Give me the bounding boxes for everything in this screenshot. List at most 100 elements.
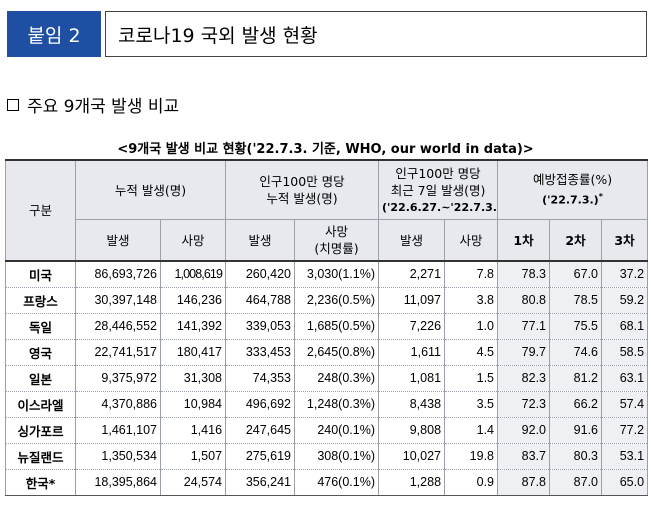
dose1-cell: 72.3 — [497, 391, 551, 418]
cases-cell: 18,395,864 — [75, 469, 161, 496]
header-recent-line2: 최근 7일 발생(명) — [390, 182, 486, 198]
header-per-million-line2: 누적 발생(명) — [266, 191, 338, 206]
recent-cases-cell: 2,271 — [378, 260, 446, 288]
header-division: 구분 — [5, 159, 76, 262]
country-cell: 싱가포르 — [5, 417, 76, 444]
recent-cases-cell: 7,226 — [378, 313, 446, 340]
dose2-cell: 78.5 — [549, 287, 603, 314]
pm-deaths-cell: 2,645(0.8%) — [294, 339, 380, 366]
dose2-cell: 87.0 — [549, 469, 603, 496]
recent-deaths-cell: 4.5 — [444, 339, 499, 366]
cases-cell: 86,693,726 — [75, 260, 161, 288]
table-row: 일본 9,375,972 31,308 74,353 248(0.3%) 1,081 1.5… — [5, 365, 649, 392]
section-heading: 주요 9개국 발생 비교 — [7, 92, 179, 117]
header-vaccine-line1: 예방접종률(%) — [532, 172, 613, 188]
dose2-cell: 80.3 — [549, 443, 603, 470]
section-heading-text: 주요 9개국 발생 비교 — [27, 97, 180, 117]
dose3-cell: 37.2 — [601, 260, 649, 288]
recent-cases-cell: 8,438 — [378, 391, 446, 418]
recent-cases-cell: 1,288 — [378, 469, 446, 496]
dose1-cell: 92.0 — [497, 417, 551, 444]
header-dose3: 3차 — [601, 219, 649, 262]
deaths-cell: 10,984 — [159, 391, 227, 418]
pm-cases-cell: 260,420 — [225, 260, 296, 288]
table-row: 독일 28,446,552 141,392 339,053 1,685(0.5%) 7,2… — [5, 313, 649, 340]
header-pm-cases: 발생 — [225, 219, 296, 262]
table-row: 싱가포르 1,461,107 1,416 247,645 240(0.1%) 9,808 1… — [5, 417, 649, 444]
recent-deaths-cell: 1.0 — [444, 313, 499, 340]
deaths-cell: 1,507 — [159, 443, 227, 470]
pm-deaths-cell: 3,030(1.1%) — [294, 260, 380, 288]
header-vaccine: 예방접종률(%) ('22.7.3.)* — [497, 159, 649, 220]
dose2-cell: 75.5 — [549, 313, 603, 340]
pm-cases-cell: 356,241 — [225, 469, 296, 496]
country-cell: 일본 — [5, 365, 76, 392]
country-cell: 이스라엘 — [5, 391, 76, 418]
recent-deaths-cell: 1.4 — [444, 417, 499, 444]
recent-cases-cell: 1,611 — [378, 339, 446, 366]
header-per-million: 인구100만 명당 누적 발생(명) — [225, 159, 380, 220]
cases-cell: 9,375,972 — [75, 365, 161, 392]
dose2-cell: 91.6 — [549, 417, 603, 444]
country-cell: 미국 — [5, 260, 76, 288]
recent-cases-cell: 10,027 — [378, 443, 446, 470]
pm-deaths-cell: 476(0.1%) — [294, 469, 380, 496]
country-cell: 프랑스 — [5, 287, 76, 314]
dose3-cell: 58.5 — [601, 339, 649, 366]
recent-deaths-cell: 3.5 — [444, 391, 499, 418]
header-dose2: 2차 — [549, 219, 603, 262]
dose1-cell: 77.1 — [497, 313, 551, 340]
pm-deaths-cell: 248(0.3%) — [294, 365, 380, 392]
dose1-cell: 80.8 — [497, 287, 551, 314]
header-recent: 인구100만 명당 최근 7일 발생(명) ('22.6.27.~'22.7.3… — [378, 159, 499, 220]
deaths-cell: 180,417 — [159, 339, 227, 366]
header-vaccine-line2-wrap: ('22.7.3.)* — [501, 188, 644, 209]
country-comparison-table: 구분 누적 발생(명) 인구100만 명당 누적 발생(명) 인구100만 명당… — [5, 159, 649, 496]
deaths-cell: 141,392 — [159, 313, 227, 340]
cases-cell: 1,350,534 — [75, 443, 161, 470]
dose1-cell: 87.8 — [497, 469, 551, 496]
table-body: 미국 86,693,726 1,008,619 260,420 3,030(1.1%) 2… — [5, 260, 649, 496]
header-pm-deaths-line2: (치명률) — [314, 241, 359, 256]
cases-cell: 4,370,886 — [75, 391, 161, 418]
dose3-cell: 63.1 — [601, 365, 649, 392]
recent-deaths-cell: 0.9 — [444, 469, 499, 496]
page-header: 붙임 2 코로나19 국외 발생 현황 — [7, 11, 647, 57]
header-recent-line1: 인구100만 명당 — [395, 165, 481, 181]
pm-deaths-cell: 308(0.1%) — [294, 443, 380, 470]
country-cell: 영국 — [5, 339, 76, 366]
attachment-badge: 붙임 2 — [7, 11, 101, 57]
table-row: 이스라엘 4,370,886 10,984 496,692 1,248(0.3%) 8,4… — [5, 391, 649, 418]
dose2-cell: 66.2 — [549, 391, 603, 418]
header-recent-cases: 발생 — [378, 219, 446, 262]
dose3-cell: 68.1 — [601, 313, 649, 340]
pm-deaths-cell: 240(0.1%) — [294, 417, 380, 444]
recent-deaths-cell: 7.8 — [444, 260, 499, 288]
header-vaccine-mark: * — [598, 192, 603, 202]
dose3-cell: 59.2 — [601, 287, 649, 314]
header-deaths: 사망 — [159, 219, 227, 262]
pm-deaths-cell: 2,236(0.5%) — [294, 287, 380, 314]
deaths-cell: 146,236 — [159, 287, 227, 314]
dose1-cell: 83.7 — [497, 443, 551, 470]
header-pm-deaths: 사망 (치명률) — [294, 219, 380, 262]
dose1-cell: 78.3 — [497, 260, 551, 288]
country-cell: 한국* — [5, 469, 76, 496]
pm-cases-cell: 496,692 — [225, 391, 296, 418]
dose3-cell: 53.1 — [601, 443, 649, 470]
header-cases: 발생 — [75, 219, 161, 262]
table-caption: <9개국 발생 비교 현황('22.7.3. 기준, WHO, our worl… — [117, 142, 534, 157]
header-recent-deaths: 사망 — [444, 219, 499, 262]
cases-cell: 22,741,517 — [75, 339, 161, 366]
header-vaccine-line2: ('22.7.3.) — [542, 193, 599, 207]
dose1-cell: 79.7 — [497, 339, 551, 366]
deaths-cell: 1,416 — [159, 417, 227, 444]
pm-cases-cell: 339,053 — [225, 313, 296, 340]
cases-cell: 28,446,552 — [75, 313, 161, 340]
page-title: 코로나19 국외 발생 현황 — [105, 11, 647, 57]
deaths-cell: 24,574 — [159, 469, 227, 496]
recent-cases-cell: 9,808 — [378, 417, 446, 444]
table-row: 뉴질랜드 1,350,534 1,507 275,619 308(0.1%) 10,027… — [5, 443, 649, 470]
recent-deaths-cell: 19.8 — [444, 443, 499, 470]
header-dose1: 1차 — [497, 219, 551, 262]
